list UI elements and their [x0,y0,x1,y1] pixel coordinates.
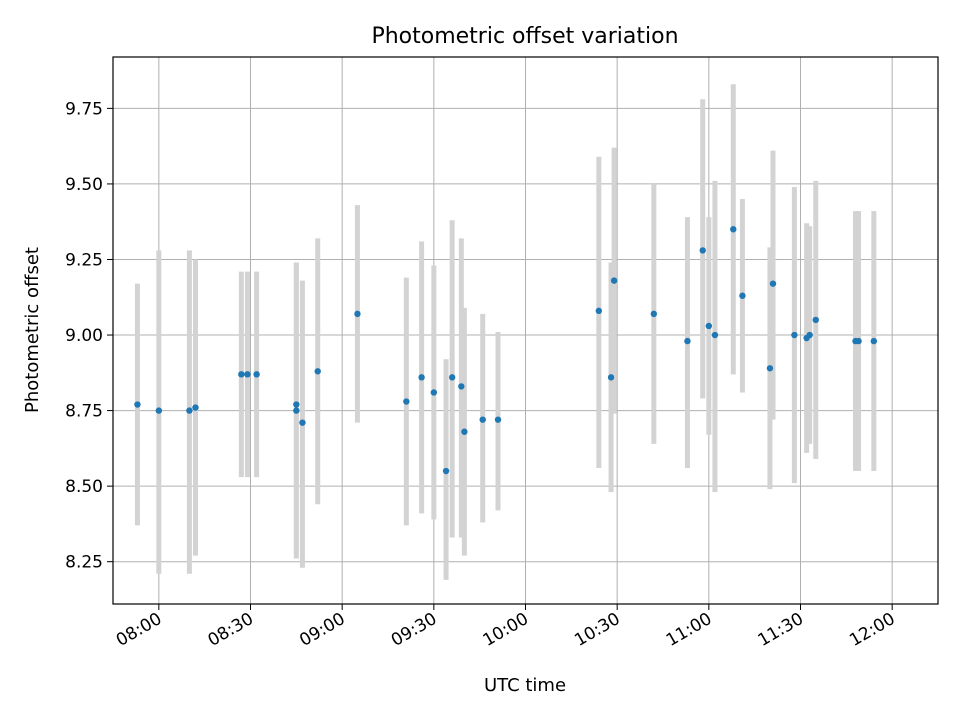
y-tick-label: 9.25 [65,250,103,270]
data-point [186,407,193,414]
data-point [430,389,438,396]
y-tick-label: 8.75 [65,402,103,422]
data-point [134,401,141,408]
data-point [442,467,450,475]
gridlines [113,57,938,604]
data-point [699,247,706,254]
data-point [479,416,486,423]
data-point [650,310,658,318]
data-point [238,371,245,378]
data-point [244,371,251,378]
data-point [253,371,260,378]
data-point [461,428,468,435]
data-point [806,331,813,339]
data-point [711,331,719,339]
data-point [739,292,746,299]
data-point [684,337,691,345]
data-point [812,316,819,324]
data-point [610,277,618,284]
chart-title: Photometric offset variation [371,24,678,49]
data-point [870,337,878,345]
data-point [448,374,456,381]
data-points [134,226,878,475]
data-point [458,383,465,390]
y-axis-ticks: 8.25 8.50 8.75 9.00 9.25 9.50 9.75 [65,99,113,573]
data-point [494,416,502,423]
y-axis-label: Photometric offset [22,247,43,413]
data-point [730,226,737,233]
data-point [293,401,300,408]
y-tick-label: 8.25 [65,553,103,573]
data-point [299,419,306,426]
data-point [595,307,603,315]
data-point [354,310,361,318]
data-point [791,331,798,339]
data-point [855,337,862,345]
y-tick-label: 9.75 [65,99,103,119]
data-point [705,322,713,330]
y-tick-label: 8.50 [65,477,103,497]
data-point [293,407,300,414]
y-tick-label: 9.00 [65,326,103,346]
data-point [418,374,425,381]
x-axis-label: UTC time [484,675,566,696]
data-point [607,374,615,381]
data-point [769,280,777,287]
data-point [155,407,163,414]
data-point [766,365,774,372]
data-point [192,404,199,411]
data-point [314,368,321,375]
y-tick-label: 9.50 [65,175,103,195]
data-point [403,398,410,405]
